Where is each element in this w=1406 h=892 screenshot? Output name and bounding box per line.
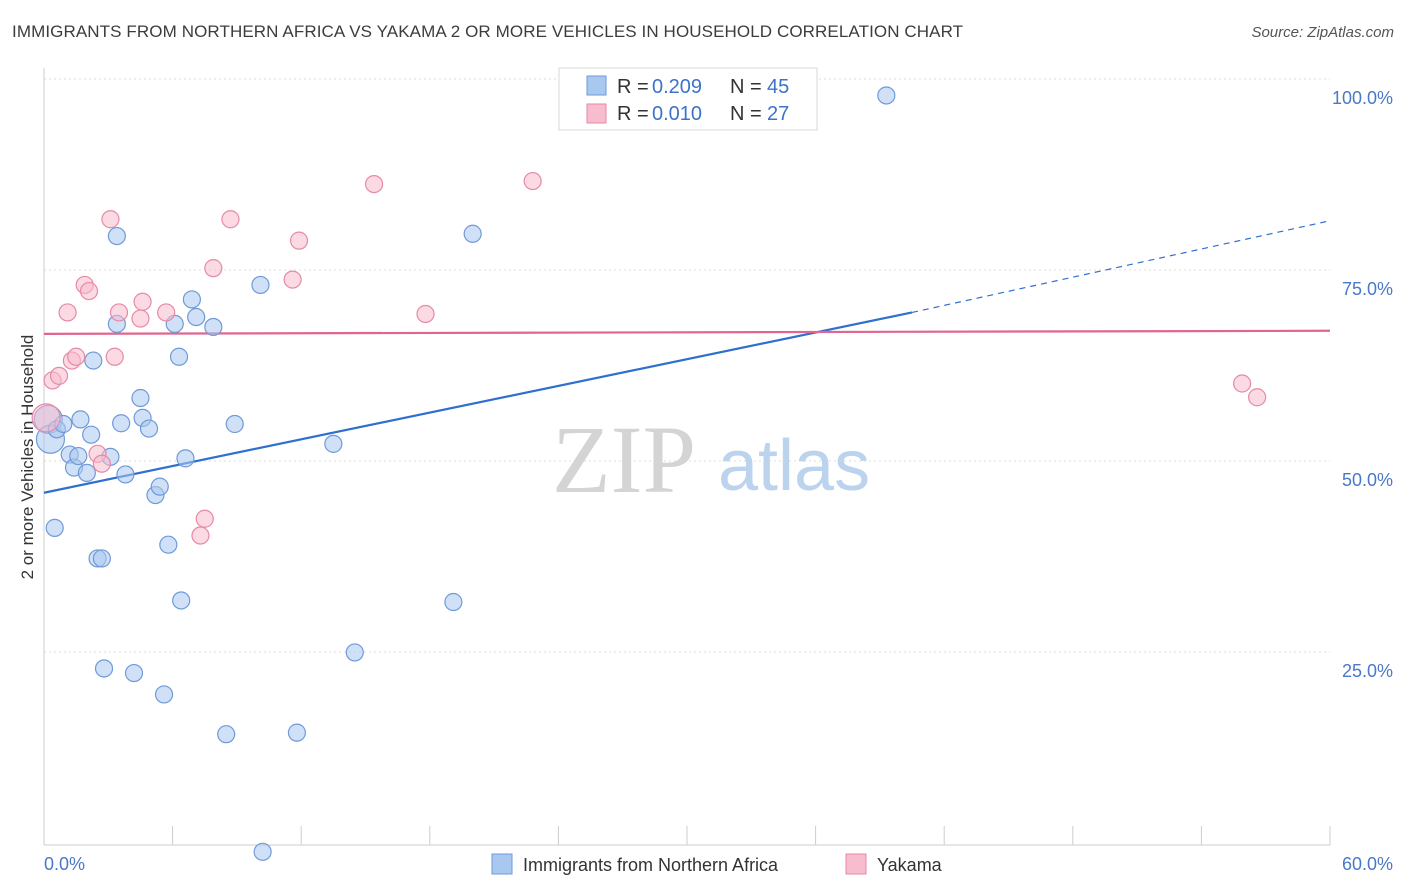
y-tick-label-1: 50.0%: [1342, 470, 1393, 490]
point-blue-10: [82, 425, 101, 444]
watermark-zip: ZIP: [552, 406, 696, 513]
x-tick-marks: [43, 826, 1331, 845]
point-blue-39: [287, 723, 307, 742]
point-pink-9: [101, 210, 120, 229]
point-pink-8: [92, 454, 111, 473]
point-blue-32: [182, 290, 201, 309]
y-axis-title: 2 or more Vehicles in Household: [18, 335, 37, 580]
point-blue-8: [71, 410, 90, 429]
point-pink-11: [109, 303, 129, 322]
point-pink-13: [133, 292, 152, 311]
grid-lines: [44, 78, 1330, 653]
point-blue-41: [345, 643, 364, 662]
point-blue-37: [251, 275, 270, 295]
point-blue-14: [94, 659, 114, 678]
point-pink-14: [157, 303, 176, 322]
point-blue-34: [204, 317, 223, 337]
point-blue-30: [172, 591, 191, 610]
legend-n-value-0: 45: [767, 76, 789, 98]
y-tick-label-0: 25.0%: [1342, 661, 1393, 681]
watermark-atlas: atlas: [718, 426, 870, 506]
point-blue-18: [112, 414, 131, 433]
trend-line-blue-extension: [911, 220, 1331, 314]
legend-swatch-pink: [586, 103, 607, 124]
point-pink-15: [191, 526, 210, 545]
chart-title: IMMIGRANTS FROM NORTHERN AFRICA VS YAKAM…: [12, 22, 964, 41]
point-blue-2: [45, 518, 64, 537]
point-blue-42: [444, 592, 463, 612]
point-blue-7: [69, 446, 88, 466]
y-tick-labels: 25.0% 50.0% 75.0% 100.0%: [1332, 88, 1393, 681]
point-pink-18: [221, 210, 240, 229]
point-pink-25: [1248, 388, 1267, 407]
legend-r-value-1: 0.010: [652, 103, 702, 125]
x-tick-label-min: 0.0%: [44, 854, 85, 874]
point-blue-27: [159, 535, 178, 554]
point-pink-24: [1233, 374, 1252, 393]
point-blue-13: [92, 549, 111, 568]
point-pink-26: [31, 403, 61, 433]
point-pink-17: [204, 259, 223, 278]
legend-n-label-1: N =: [730, 103, 762, 125]
point-blue-20: [124, 663, 144, 683]
point-pink-16: [195, 509, 214, 528]
series-legend-label-1: Yakama: [877, 855, 943, 875]
point-pink-6: [79, 281, 99, 301]
point-blue-11: [84, 351, 103, 370]
legend-n-value-1: 27: [767, 103, 789, 125]
point-blue-36: [225, 414, 244, 434]
stats-legend: R = 0.209 N = 45 R = 0.010 N = 27: [558, 67, 818, 131]
series-legend: Immigrants from Northern Africa Yakama: [491, 853, 943, 875]
series-legend-swatch-0: [491, 853, 513, 875]
point-pink-1: [49, 366, 69, 385]
x-tick-label-max: 60.0%: [1342, 854, 1393, 874]
point-pink-22: [416, 304, 435, 324]
point-blue-26: [154, 685, 174, 704]
series-legend-label-0: Immigrants from Northern Africa: [523, 855, 779, 875]
point-pink-2: [58, 303, 77, 322]
point-blue-29: [169, 347, 189, 366]
point-pink-19: [283, 270, 302, 289]
point-pink-20: [289, 231, 309, 250]
point-blue-33: [187, 307, 206, 327]
point-blue-44: [877, 86, 896, 105]
point-pink-12: [131, 309, 150, 328]
point-pink-23: [523, 171, 542, 191]
point-blue-31: [176, 449, 195, 468]
point-blue-40: [324, 434, 343, 453]
legend-n-label-0: N =: [730, 76, 762, 98]
point-pink-21: [364, 174, 384, 194]
point-blue-21: [131, 388, 150, 408]
y-tick-label-3: 100.0%: [1332, 88, 1393, 108]
chart-source: Source: ZipAtlas.com: [1251, 24, 1394, 41]
legend-r-label-0: R =: [617, 76, 649, 98]
y-tick-label-2: 75.0%: [1342, 279, 1393, 299]
point-pink-4: [67, 347, 86, 366]
legend-r-value-0: 0.209: [652, 76, 702, 98]
point-blue-23: [139, 419, 159, 438]
legend-swatch-blue: [586, 75, 607, 96]
point-blue-19: [116, 465, 135, 484]
point-blue-9: [77, 463, 96, 482]
point-blue-25: [150, 477, 169, 496]
point-blue-38: [253, 842, 272, 861]
point-pink-10: [105, 347, 124, 366]
point-blue-35: [217, 725, 236, 744]
series-legend-swatch-1: [845, 853, 867, 875]
trend-line-pink: [43, 329, 1331, 335]
point-blue-43: [463, 224, 482, 243]
watermark: ZIP atlas: [552, 406, 870, 513]
point-blue-17: [107, 226, 126, 246]
data-points: [31, 86, 1267, 861]
legend-r-label-1: R =: [617, 103, 649, 125]
